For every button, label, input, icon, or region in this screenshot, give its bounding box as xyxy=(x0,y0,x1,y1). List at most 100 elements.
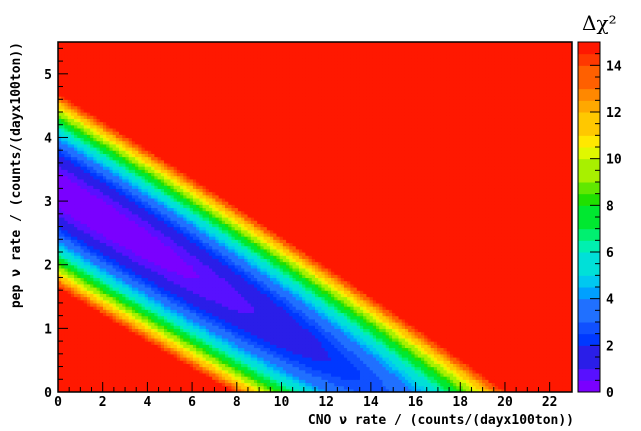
heatmap-cell xyxy=(99,382,104,387)
heatmap-cell xyxy=(80,175,85,180)
heatmap-cell xyxy=(93,360,98,364)
heatmap-cell xyxy=(83,366,88,371)
heatmap-cell xyxy=(99,331,104,336)
heatmap-cell xyxy=(83,51,88,56)
heatmap-cell xyxy=(64,108,69,113)
heatmap-cell xyxy=(83,70,88,75)
heatmap-cell xyxy=(58,77,62,81)
heatmap-cell xyxy=(70,379,75,384)
heatmap-cell xyxy=(96,121,101,126)
heatmap-cell xyxy=(61,267,66,272)
heatmap-cell xyxy=(106,328,110,333)
heatmap-cell xyxy=(93,242,98,247)
heatmap-cell xyxy=(77,51,82,56)
heatmap-cell xyxy=(86,172,91,177)
heatmap-cell xyxy=(93,299,98,304)
heatmap-cell xyxy=(93,255,98,259)
heatmap-cell xyxy=(83,267,88,272)
heatmap-cell xyxy=(70,255,75,259)
heatmap-cell xyxy=(93,232,98,237)
heatmap-cell xyxy=(86,379,91,384)
heatmap-cell xyxy=(74,290,78,294)
heatmap-cell xyxy=(64,150,69,154)
heatmap-cell xyxy=(93,331,98,336)
heatmap-cell xyxy=(67,213,72,218)
heatmap-cell xyxy=(61,217,66,221)
heatmap-cell xyxy=(102,150,107,154)
heatmap-cell xyxy=(61,105,66,110)
heatmap-cell xyxy=(93,201,98,205)
heatmap-cell xyxy=(93,353,98,358)
heatmap-cell xyxy=(61,309,66,314)
heatmap-cell xyxy=(58,182,62,186)
heatmap-area xyxy=(58,42,572,392)
heatmap-cell xyxy=(77,118,82,123)
heatmap-cell xyxy=(58,131,62,135)
heatmap-cell xyxy=(90,105,94,110)
heatmap-cell xyxy=(64,226,69,231)
heatmap-cell xyxy=(93,382,98,387)
heatmap-cell xyxy=(102,48,107,53)
heatmap-cell xyxy=(86,299,91,304)
heatmap-cell xyxy=(80,73,85,78)
heatmap-cell xyxy=(99,204,104,209)
heatmap-cell xyxy=(61,261,66,266)
heatmap-cell xyxy=(64,369,69,374)
heatmap-cell xyxy=(70,341,75,345)
heatmap-cell xyxy=(99,280,104,285)
heatmap-cell xyxy=(61,70,66,75)
heatmap-cell xyxy=(83,169,88,174)
heatmap-cell xyxy=(58,309,62,314)
heatmap-cell xyxy=(86,194,91,199)
heatmap-cell xyxy=(70,96,75,100)
heatmap-cell xyxy=(96,366,101,371)
heatmap-cell xyxy=(106,372,110,377)
heatmap-cell xyxy=(99,344,104,349)
heatmap-cell xyxy=(83,315,88,320)
heatmap-cell xyxy=(106,112,110,116)
heatmap-cell xyxy=(93,287,98,291)
heatmap-cell xyxy=(70,293,75,298)
heatmap-cell xyxy=(90,115,94,119)
heatmap-cell xyxy=(67,267,72,272)
heatmap-cell xyxy=(93,191,98,196)
heatmap-cell xyxy=(64,143,69,148)
heatmap-cell xyxy=(90,86,94,91)
heatmap-cell xyxy=(74,92,78,97)
heatmap-cell xyxy=(61,385,66,390)
heatmap-cell xyxy=(74,54,78,59)
heatmap-cell xyxy=(106,366,110,371)
heatmap-cell xyxy=(90,182,94,186)
heatmap-cell xyxy=(80,67,85,72)
heatmap-cell xyxy=(74,312,78,317)
heatmap-cell xyxy=(64,334,69,339)
heatmap-cell xyxy=(70,172,75,177)
heatmap-cell xyxy=(64,344,69,349)
heatmap-cell xyxy=(58,143,62,148)
heatmap-cell xyxy=(74,108,78,113)
heatmap-cell xyxy=(74,337,78,342)
heatmap-cell xyxy=(64,353,69,358)
heatmap-cell xyxy=(96,194,101,199)
heatmap-cell xyxy=(86,83,91,88)
heatmap-cell xyxy=(106,245,110,250)
heatmap-cell xyxy=(83,147,88,151)
heatmap-cell xyxy=(86,201,91,205)
heatmap-cell xyxy=(64,245,69,250)
heatmap-cell xyxy=(70,45,75,49)
heatmap-cell xyxy=(70,232,75,237)
heatmap-cell xyxy=(96,45,101,49)
heatmap-cell xyxy=(64,182,69,186)
heatmap-cell xyxy=(80,137,85,142)
heatmap-cell xyxy=(64,220,69,224)
heatmap-cell xyxy=(102,96,107,100)
heatmap-cell xyxy=(67,236,72,240)
heatmap-cell xyxy=(80,293,85,298)
heatmap-cell xyxy=(58,331,62,336)
heatmap-cell xyxy=(64,194,69,199)
heatmap-cell xyxy=(102,242,107,247)
heatmap-cell xyxy=(83,112,88,116)
heatmap-cell xyxy=(106,258,110,263)
heatmap-cell xyxy=(58,229,62,234)
heatmap-cell xyxy=(83,137,88,142)
